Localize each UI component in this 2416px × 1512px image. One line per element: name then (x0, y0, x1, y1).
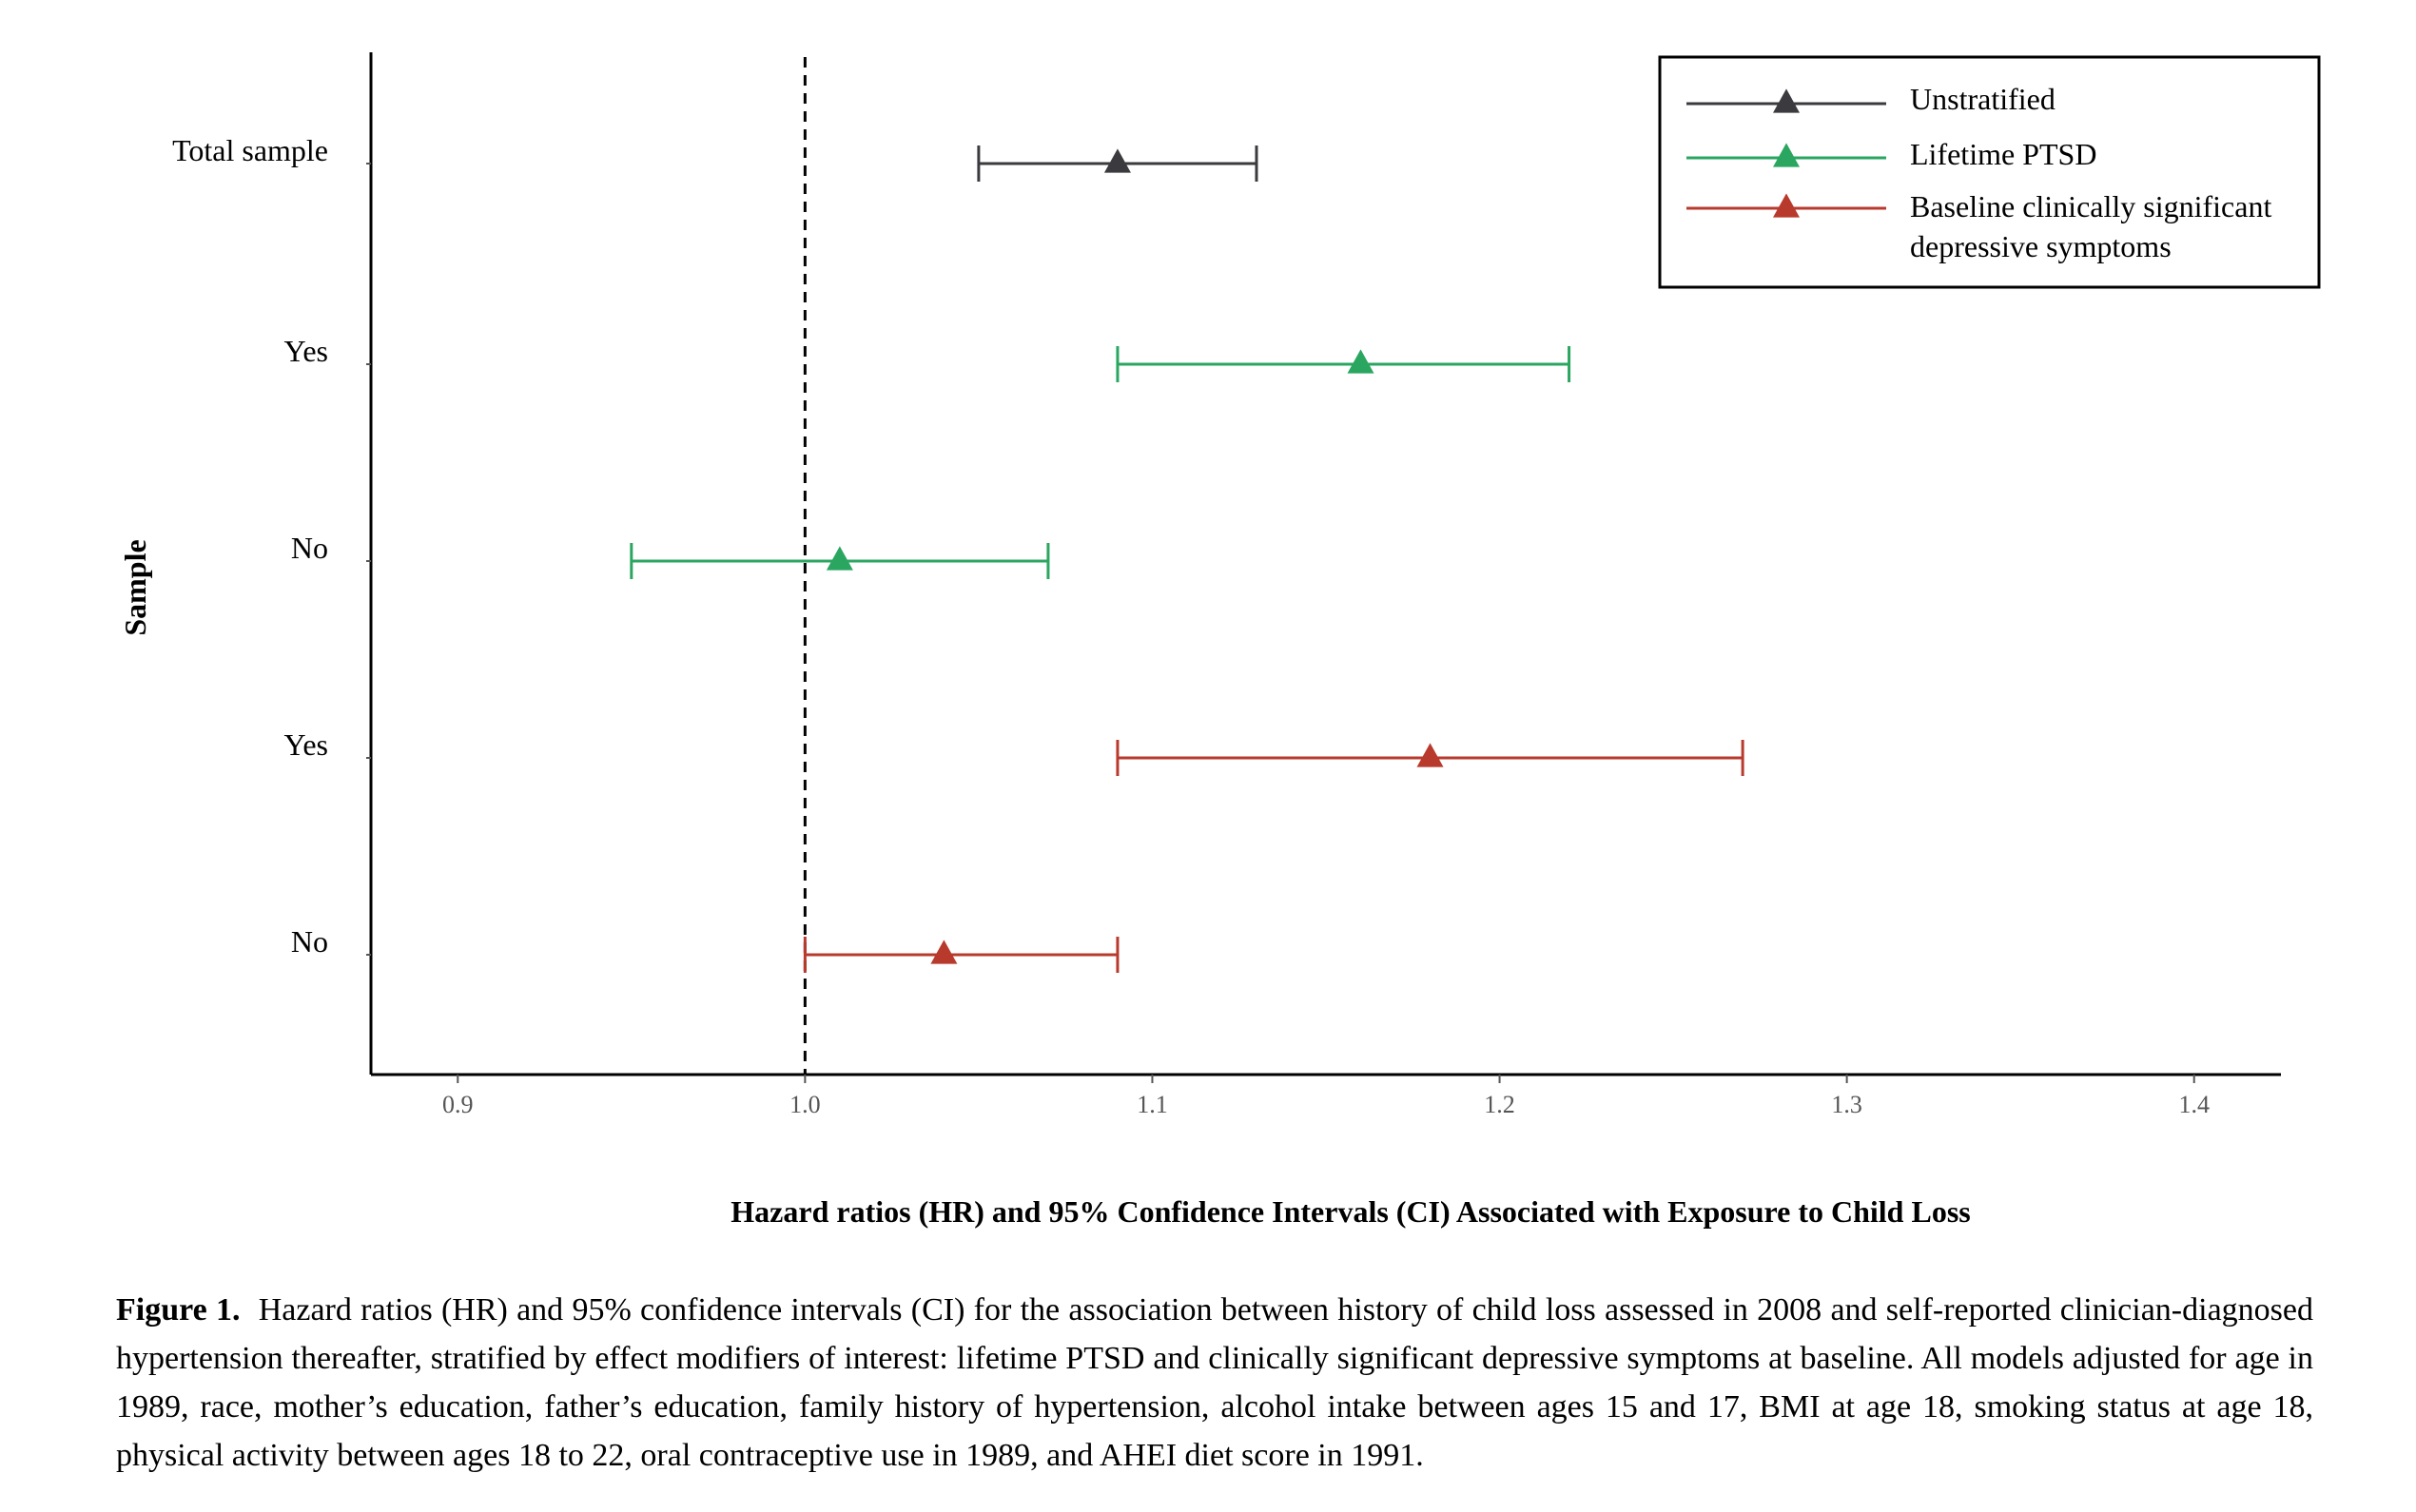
x-tick-label: 1.4 (2178, 1091, 2210, 1118)
x-axis-title: Hazard ratios (HR) and 95% Confidence In… (731, 1194, 1970, 1229)
legend: Unstratified Lifetime PTSD Baseline clinic… (1658, 55, 2321, 289)
x-tick-label: 1.1 (1137, 1091, 1168, 1118)
figure-caption: Figure 1. Hazard ratios (HR) and 95% con… (116, 1286, 2313, 1480)
legend-label: Lifetime PTSD (1910, 137, 2096, 171)
y-tick-label: Yes (283, 334, 328, 368)
hr-point-triangle (1347, 349, 1374, 374)
caption-text: Hazard ratios (HR) and 95% confidence in… (116, 1292, 2313, 1473)
legend-label: Baseline clinically significant (1910, 189, 2271, 223)
legend-key-triangle (1773, 193, 1800, 218)
x-tick-label: 1.2 (1484, 1091, 1515, 1118)
legend-label: Unstratified (1910, 82, 2056, 116)
x-tick-label: 1.0 (789, 1091, 821, 1118)
y-axis-title: Sample (118, 539, 152, 635)
x-tick-label: 0.9 (442, 1091, 474, 1118)
legend-key-triangle (1773, 143, 1800, 167)
hr-point-triangle (930, 940, 958, 964)
x-tick-label: 1.3 (1831, 1091, 1862, 1118)
legend-key-triangle (1773, 88, 1800, 113)
plot-axes: 0.9 1.0 1.1 1.2 1.3 1.4 Total sample Yes No Yes No (172, 52, 2281, 1118)
figure-label: Figure 1. (116, 1292, 241, 1328)
hr-point-triangle (826, 546, 853, 571)
y-tick-label: No (291, 531, 328, 565)
legend-label: depressive symptoms (1910, 229, 2172, 263)
forest-plot: 0.9 1.0 1.1 1.2 1.3 1.4 Total sample Yes No Yes No… (118, 52, 2321, 1229)
hr-point-triangle (1103, 148, 1131, 173)
y-tick-label: Total sample (172, 133, 328, 167)
plot-marks (630, 145, 1744, 973)
y-tick-label: No (291, 924, 328, 959)
legend-box (1658, 55, 2321, 289)
y-tick-label: Yes (283, 727, 328, 762)
hr-point-triangle (1416, 743, 1444, 767)
